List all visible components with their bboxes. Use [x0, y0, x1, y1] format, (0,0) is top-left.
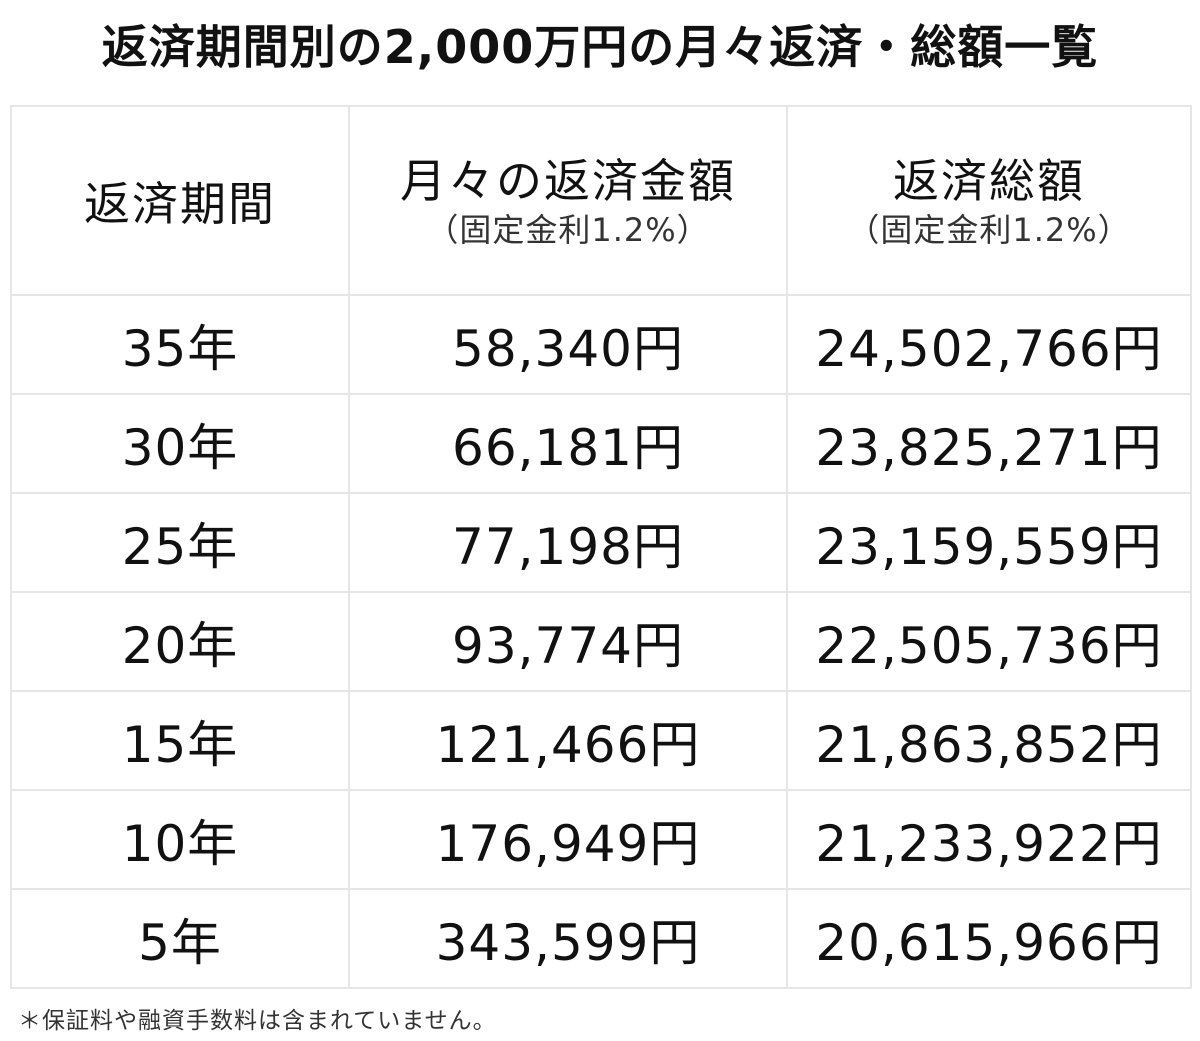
cell-total: 23,825,271円: [786, 393, 1192, 494]
table-row: 10年 176,949円 21,233,922円: [10, 789, 1192, 890]
cell-monthly: 176,949円: [348, 789, 788, 890]
header-monthly-label: 月々の返済金額: [400, 153, 736, 208]
cell-period: 35年: [10, 294, 350, 395]
header-monthly: 月々の返済金額 （固定金利1.2%）: [348, 105, 788, 296]
header-monthly-note: （固定金利1.2%）: [426, 210, 710, 249]
cell-period: 15年: [10, 690, 350, 791]
cell-total: 21,233,922円: [786, 789, 1192, 890]
cell-total: 21,863,852円: [786, 690, 1192, 791]
cell-total: 22,505,736円: [786, 591, 1192, 692]
cell-monthly: 66,181円: [348, 393, 788, 494]
table-row: 5年 343,599円 20,615,966円: [10, 888, 1192, 989]
cell-period: 10年: [10, 789, 350, 890]
cell-total: 20,615,966円: [786, 888, 1192, 989]
header-period-label: 返済期間: [84, 176, 276, 231]
cell-monthly: 343,599円: [348, 888, 788, 989]
header-period: 返済期間: [10, 105, 350, 296]
cell-monthly: 58,340円: [348, 294, 788, 395]
table-header-row: 返済期間 月々の返済金額 （固定金利1.2%） 返済総額 （固定金利1.2%）: [10, 105, 1192, 296]
header-total-label: 返済総額: [893, 153, 1085, 208]
table-row: 20年 93,774円 22,505,736円: [10, 591, 1192, 692]
table-row: 15年 121,466円 21,863,852円: [10, 690, 1192, 791]
table-row: 25年 77,198円 23,159,559円: [10, 492, 1192, 593]
cell-period: 25年: [10, 492, 350, 593]
repayment-table: 返済期間 月々の返済金額 （固定金利1.2%） 返済総額 （固定金利1.2%） …: [10, 105, 1192, 989]
cell-total: 23,159,559円: [786, 492, 1192, 593]
cell-period: 20年: [10, 591, 350, 692]
cell-period: 5年: [10, 888, 350, 989]
table-row: 30年 66,181円 23,825,271円: [10, 393, 1192, 494]
table-row: 35年 58,340円 24,502,766円: [10, 294, 1192, 395]
header-total-note: （固定金利1.2%）: [847, 210, 1131, 249]
cell-total: 24,502,766円: [786, 294, 1192, 395]
footnote: ＊保証料や融資手数料は含まれていません。: [18, 1008, 497, 1034]
cell-monthly: 77,198円: [348, 492, 788, 593]
cell-period: 30年: [10, 393, 350, 494]
cell-monthly: 93,774円: [348, 591, 788, 692]
cell-monthly: 121,466円: [348, 690, 788, 791]
page-title: 返済期間別の2,000万円の月々返済・総額一覧: [101, 20, 1099, 74]
header-total: 返済総額 （固定金利1.2%）: [786, 105, 1192, 296]
